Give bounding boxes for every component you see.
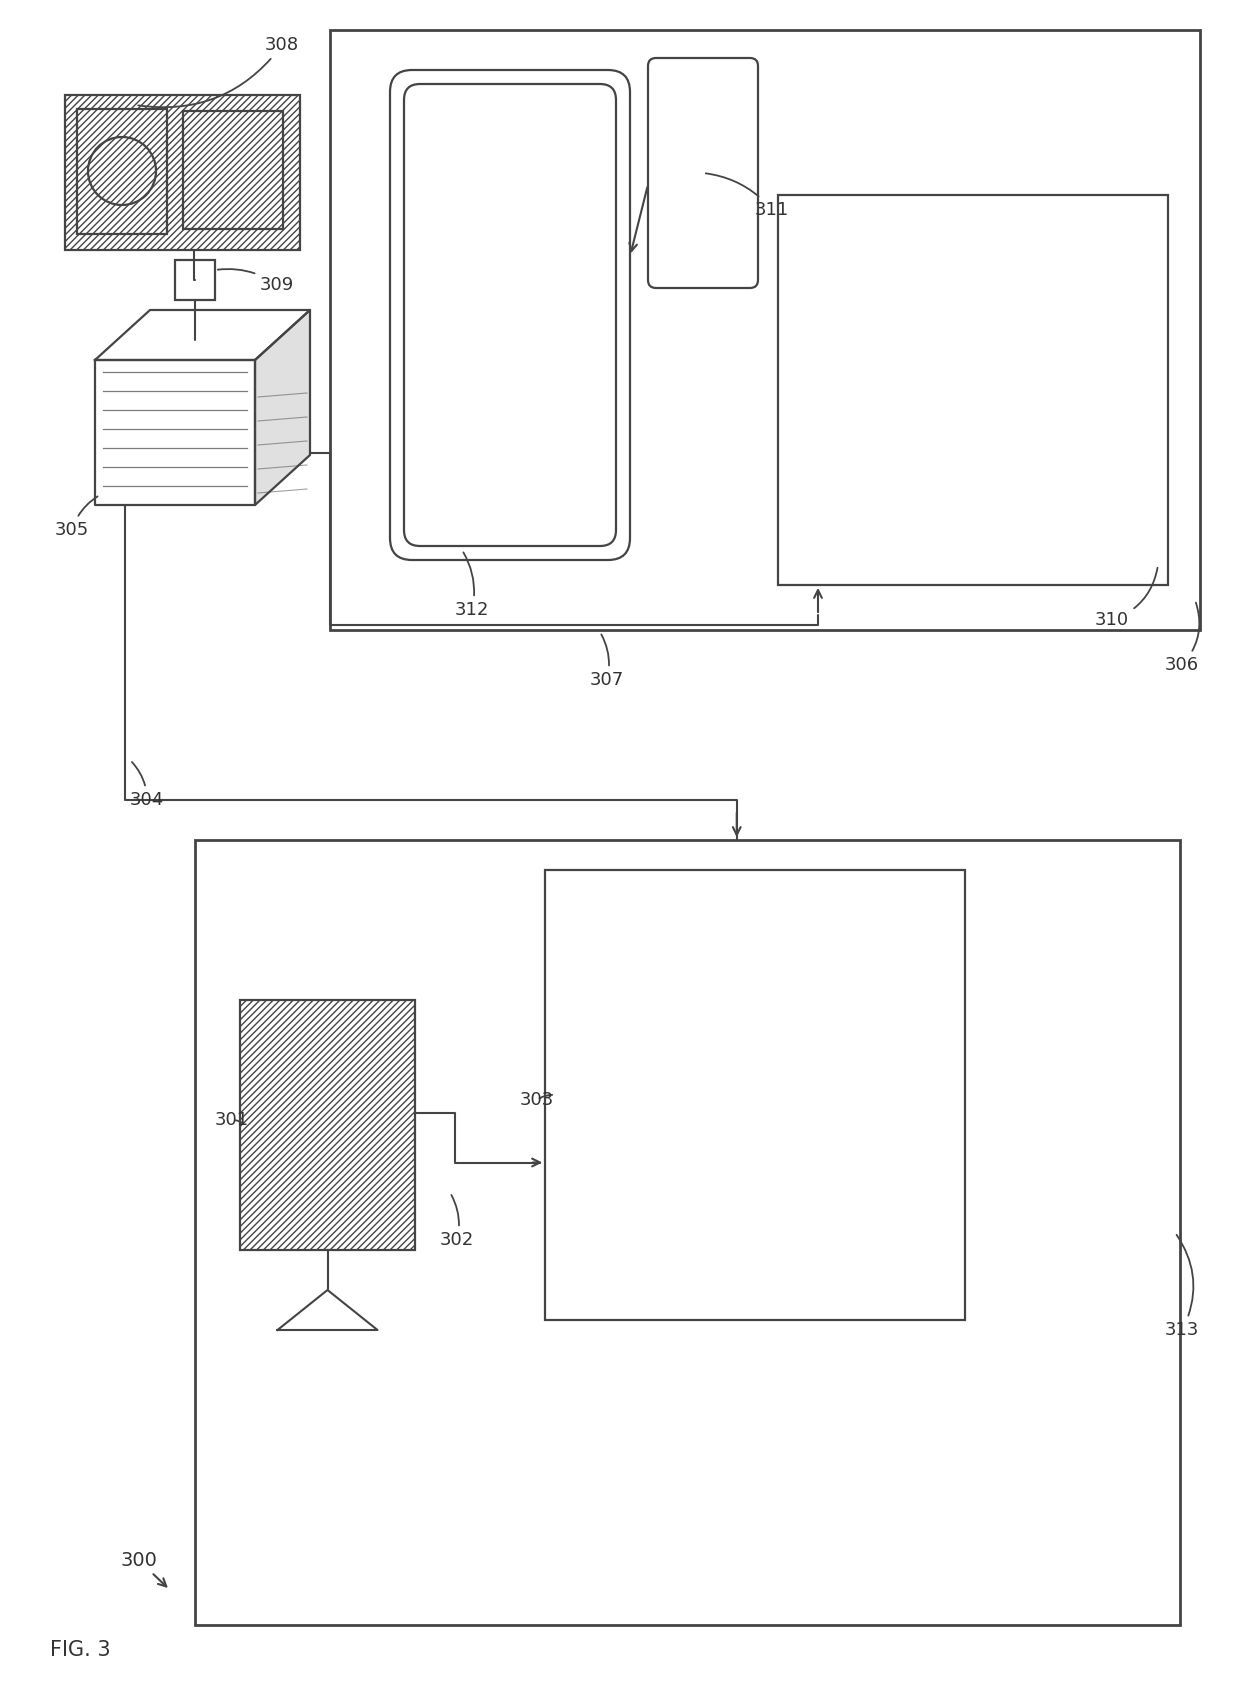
Bar bbox=[77, 110, 167, 235]
Text: 300: 300 bbox=[120, 1551, 166, 1586]
Text: 304: 304 bbox=[130, 762, 164, 809]
Polygon shape bbox=[255, 311, 310, 505]
Bar bbox=[777, 194, 1168, 584]
Text: 306: 306 bbox=[1166, 603, 1199, 674]
Text: FIG. 3: FIG. 3 bbox=[50, 1640, 110, 1660]
Bar bbox=[546, 870, 965, 1321]
Polygon shape bbox=[95, 360, 255, 505]
FancyBboxPatch shape bbox=[391, 69, 630, 561]
Bar bbox=[175, 260, 215, 301]
FancyBboxPatch shape bbox=[649, 57, 758, 289]
Bar bbox=[195, 839, 1180, 1625]
Text: 302: 302 bbox=[440, 1194, 474, 1248]
Polygon shape bbox=[278, 1290, 377, 1329]
Text: 305: 305 bbox=[55, 497, 98, 539]
Text: 303: 303 bbox=[520, 1091, 554, 1110]
Text: 313: 313 bbox=[1166, 1235, 1199, 1339]
FancyBboxPatch shape bbox=[404, 84, 616, 546]
Polygon shape bbox=[95, 311, 310, 360]
Text: 311: 311 bbox=[706, 174, 789, 220]
Bar bbox=[330, 30, 1200, 630]
Bar bbox=[64, 95, 300, 250]
Bar bbox=[184, 111, 283, 230]
Text: 309: 309 bbox=[218, 269, 294, 294]
Text: 308: 308 bbox=[138, 35, 299, 106]
Text: 307: 307 bbox=[590, 635, 624, 689]
Text: 301: 301 bbox=[215, 1111, 249, 1128]
Text: 310: 310 bbox=[1095, 568, 1157, 628]
Text: 312: 312 bbox=[455, 552, 490, 618]
Bar bbox=[241, 1000, 415, 1250]
